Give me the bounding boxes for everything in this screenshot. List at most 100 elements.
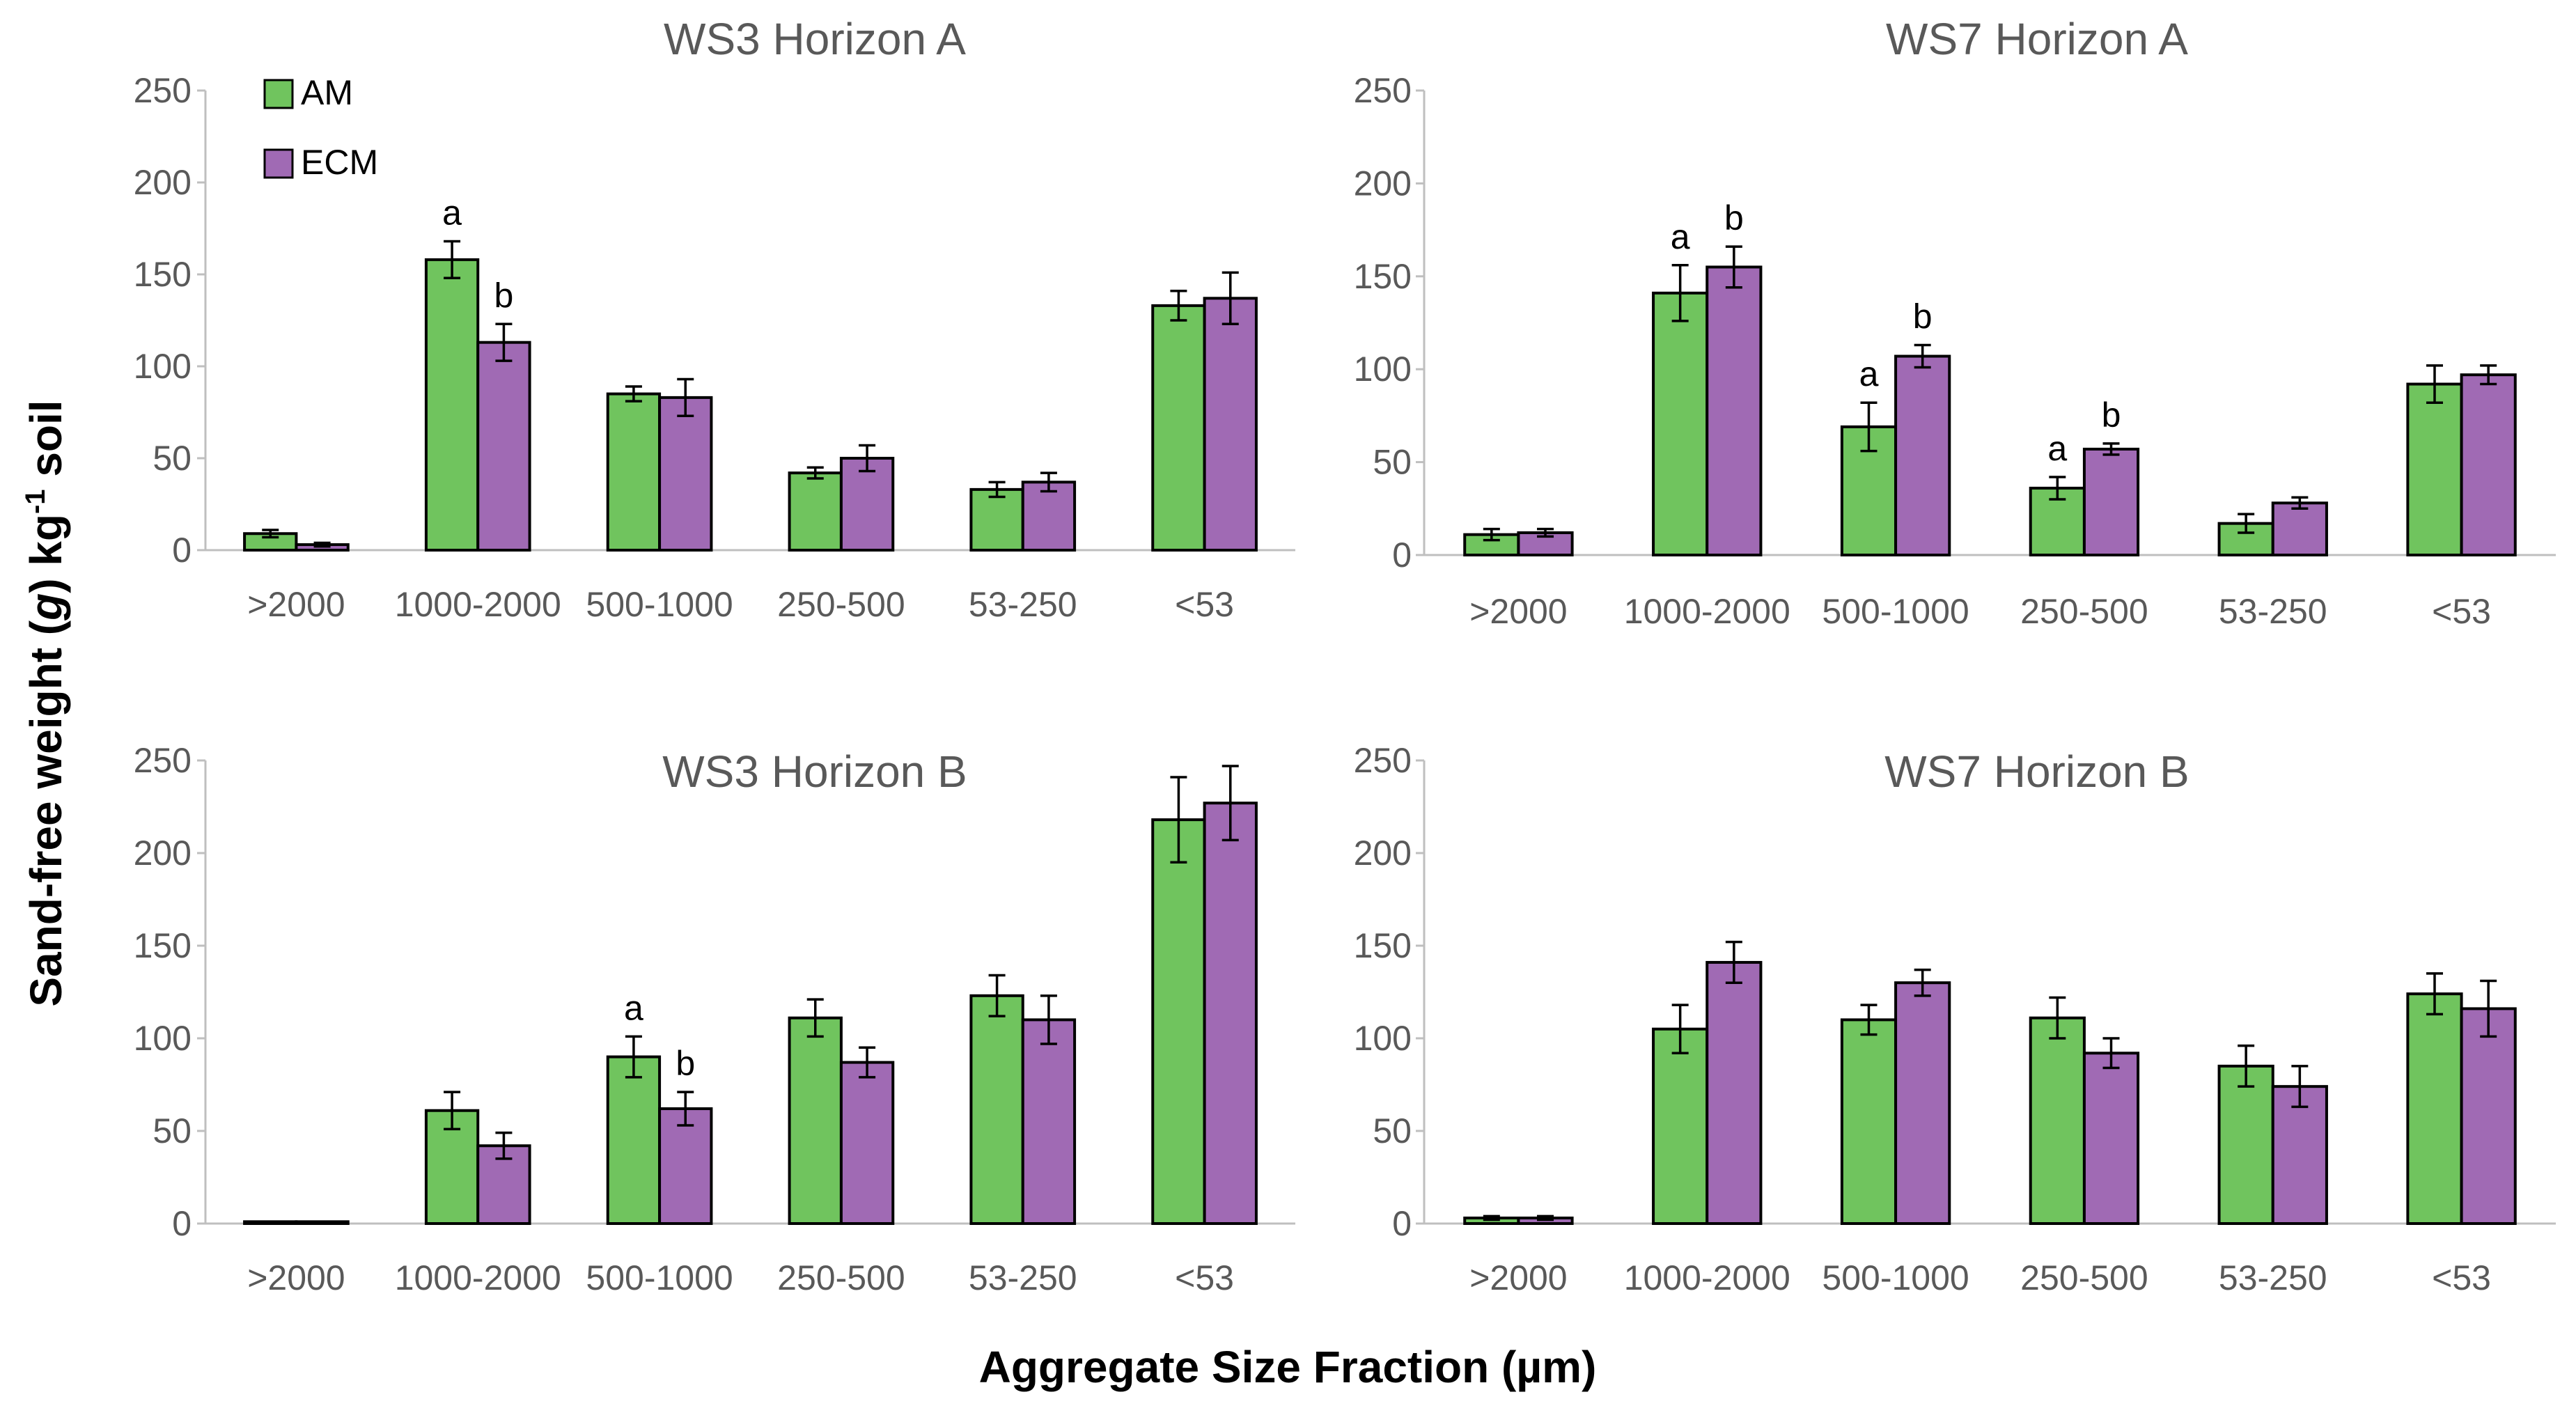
x-tick-label-53-250: 53-250 — [2219, 592, 2327, 631]
bar-ecm-53-250 — [2271, 501, 2328, 557]
y-tick-label-100: 100 — [134, 347, 192, 386]
bar-am-lt-53 — [1151, 818, 1206, 1225]
x-tick-label-53-250: 53-250 — [2219, 1258, 2327, 1297]
panel-title: WS7 Horizon A — [1886, 14, 2188, 64]
x-tick-label-1000-2000: 1000-2000 — [1624, 1258, 1790, 1297]
panel-ws3-horizon-a: WS3 Horizon A 0 50 100 150 200 250 >2000 1000-20… — [134, 14, 1295, 624]
significance-label-ecm-1000-2000: b — [1724, 198, 1744, 237]
panel-title: WS3 Horizon B — [662, 747, 967, 797]
y-axis-label: Sand-free weight (g) kg-1 soil — [20, 400, 71, 1006]
y-tick-label-100: 100 — [134, 1019, 192, 1058]
bar-ecm-500-1000 — [1894, 981, 1951, 1225]
bar-ecm-lt-53 — [1203, 297, 1258, 552]
y-tick-label-150: 150 — [134, 255, 192, 294]
bar-ecm-gt-2000 — [295, 1220, 350, 1225]
x-tick-label-gt-2000: >2000 — [1469, 1258, 1567, 1297]
bar-ecm-250-500 — [2082, 447, 2140, 557]
x-tick-label-250-500: 250-500 — [2020, 592, 2148, 631]
y-tick-label-250: 250 — [1354, 71, 1412, 110]
bar-am-gt-2000 — [243, 1220, 298, 1225]
significance-label-am-1000-2000: a — [442, 193, 462, 232]
y-tick-label-0: 0 — [1392, 1204, 1412, 1243]
x-tick-label-250-500: 250-500 — [777, 1258, 905, 1297]
bar-ecm-lt-53 — [1203, 802, 1258, 1226]
x-tick-label-500-1000: 500-1000 — [586, 1258, 733, 1297]
x-tick-label-lt-53: <53 — [1175, 1258, 1234, 1297]
legend-swatch-ecm — [263, 148, 294, 179]
y-tick-label-200: 200 — [1354, 164, 1412, 203]
bar-ecm-53-250 — [2271, 1085, 2328, 1226]
y-tick-label-50: 50 — [153, 1111, 192, 1150]
x-tick-label-1000-2000: 1000-2000 — [1624, 592, 1790, 631]
x-tick-label-53-250: 53-250 — [969, 585, 1077, 624]
x-tick-label-500-1000: 500-1000 — [1822, 1258, 1969, 1297]
panel-ws7-horizon-b: WS7 Horizon B 0 50 100 150 200 250 >2000 1000-20… — [1354, 741, 2556, 1297]
bar-ecm-250-500 — [839, 1061, 895, 1225]
y-axis-label-sup: -1 — [20, 489, 51, 514]
bar-am-1000-2000 — [1652, 1027, 1709, 1225]
x-tick-label-gt-2000: >2000 — [247, 1258, 345, 1297]
x-tick-label-gt-2000: >2000 — [1469, 592, 1567, 631]
y-tick-label-50: 50 — [153, 439, 192, 478]
bar-ecm-500-1000 — [658, 1107, 713, 1225]
x-tick-label-lt-53: <53 — [2432, 592, 2491, 631]
y-axis-label-part2: ) kg — [21, 514, 71, 593]
x-tick-label-250-500: 250-500 — [777, 585, 905, 624]
y-tick-label-100: 100 — [1354, 1019, 1412, 1058]
x-tick-label-lt-53: <53 — [1175, 585, 1234, 624]
bar-am-250-500 — [788, 471, 843, 552]
y-tick-label-200: 200 — [134, 163, 192, 202]
x-tick-label-53-250: 53-250 — [969, 1258, 1077, 1297]
y-tick-label-250: 250 — [134, 741, 192, 780]
x-tick-label-1000-2000: 1000-2000 — [395, 585, 561, 624]
y-tick-label-250: 250 — [1354, 741, 1412, 780]
significance-label-ecm-500-1000: b — [1913, 297, 1933, 336]
bar-am-53-250 — [2217, 1064, 2274, 1226]
panel-title: WS7 Horizon B — [1884, 747, 2189, 797]
y-tick-label-100: 100 — [1354, 350, 1412, 389]
bar-am-lt-53 — [1151, 304, 1206, 552]
bar-am-500-1000 — [606, 1055, 662, 1225]
bar-ecm-1000-2000 — [1705, 265, 1763, 556]
x-tick-label-1000-2000: 1000-2000 — [395, 1258, 561, 1297]
significance-label-ecm-1000-2000: b — [494, 276, 514, 315]
y-tick-label-50: 50 — [1373, 1111, 1412, 1150]
significance-label-am-500-1000: a — [624, 988, 643, 1027]
y-tick-label-200: 200 — [134, 834, 192, 873]
x-tick-label-gt-2000: >2000 — [247, 585, 345, 624]
significance-label-am-1000-2000: a — [1671, 217, 1690, 256]
panel-title: WS3 Horizon A — [664, 14, 966, 64]
bar-ecm-500-1000 — [658, 396, 713, 552]
x-tick-label-lt-53: <53 — [2432, 1258, 2491, 1297]
bar-am-1000-2000 — [1652, 291, 1709, 556]
y-tick-label-150: 150 — [1354, 926, 1412, 965]
y-axis-label-g: g — [21, 593, 71, 621]
significance-label-ecm-250-500: b — [2102, 396, 2121, 435]
bar-am-53-250 — [969, 994, 1024, 1225]
bar-am-lt-53 — [2406, 382, 2463, 556]
legend: AM ECM — [263, 73, 378, 182]
bar-am-1000-2000 — [424, 258, 480, 552]
bar-am-500-1000 — [606, 392, 662, 552]
y-tick-label-0: 0 — [1392, 536, 1412, 575]
y-tick-label-50: 50 — [1373, 443, 1412, 482]
y-tick-label-200: 200 — [1354, 834, 1412, 873]
x-tick-label-500-1000: 500-1000 — [1822, 592, 1969, 631]
y-tick-label-0: 0 — [172, 531, 192, 570]
bar-am-lt-53 — [2406, 992, 2463, 1226]
x-tick-label-250-500: 250-500 — [2020, 1258, 2148, 1297]
bar-ecm-1000-2000 — [476, 341, 531, 552]
y-tick-label-0: 0 — [172, 1204, 192, 1243]
bar-am-250-500 — [788, 1016, 843, 1225]
x-tick-label-500-1000: 500-1000 — [586, 585, 733, 624]
bar-ecm-250-500 — [2082, 1052, 2140, 1226]
panel-ws7-horizon-a: WS7 Horizon A 0 50 100 150 200 250 >2000 1000-20… — [1354, 14, 2556, 631]
legend-label-am: AM — [301, 73, 353, 112]
bar-ecm-lt-53 — [2460, 373, 2517, 556]
significance-label-am-250-500: a — [2047, 429, 2067, 468]
bar-am-53-250 — [969, 487, 1024, 552]
legend-swatch-am — [263, 79, 294, 109]
y-tick-label-150: 150 — [1354, 257, 1412, 296]
y-axis-label-end: soil — [21, 400, 71, 489]
